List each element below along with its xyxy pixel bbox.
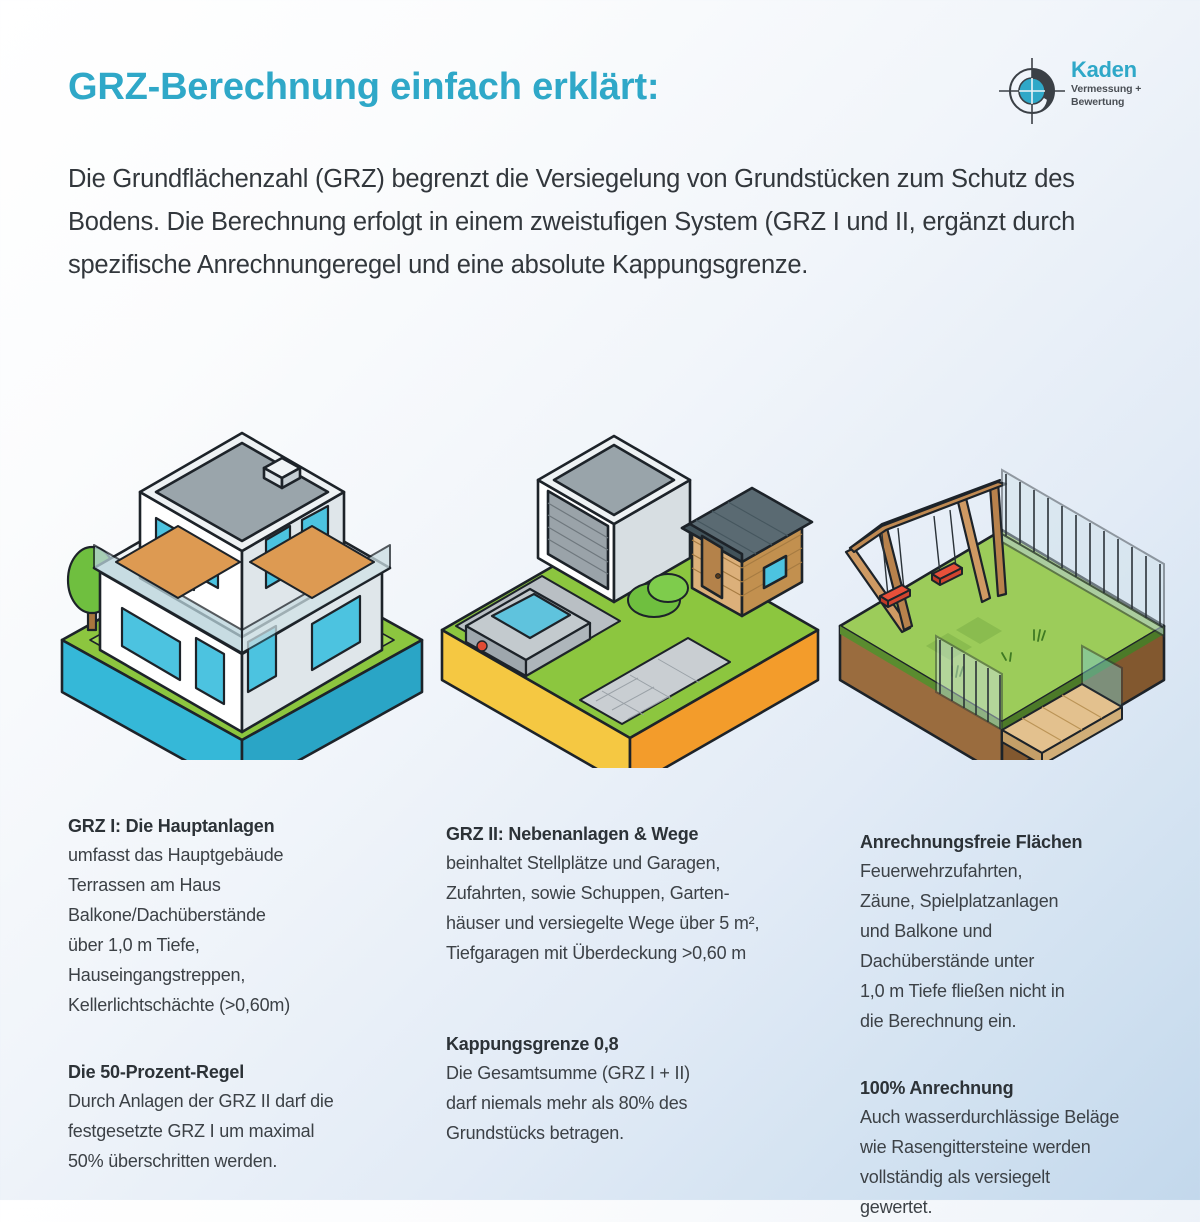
body-line: 50% überschritten werden. (68, 1151, 278, 1171)
intro-paragraph: Die Grundflächenzahl (GRZ) begrenzt die … (68, 165, 1076, 279)
body-line: darf niemals mehr als 80% des (446, 1093, 688, 1113)
body-line: Zäune, Spielplatzanlagen (860, 891, 1059, 911)
block-title: GRZ II: Nebenanlagen & Wege (446, 824, 699, 844)
block-body: Feuerwehrzufahrten, Zäune, Spielplatzanl… (860, 856, 1190, 1036)
block-title: Die 50-Prozent-Regel (68, 1062, 245, 1082)
house-plot-scene (52, 340, 432, 760)
body-line: wie Rasengittersteine werden (860, 1137, 1091, 1157)
block-title: Kappungsgrenze 0,8 (446, 1034, 619, 1054)
column-grz-1: GRZ I: Die Hauptanlagen umfasst das Haup… (68, 812, 428, 1176)
illustration-band (0, 330, 1200, 768)
body-line: häuser und versiegelte Wege über 5 m², (446, 913, 760, 933)
playground-plot-scene (830, 430, 1180, 760)
body-line: vollständig als versiegelt (860, 1167, 1050, 1187)
block-anrechnungsfreie-flaechen: Anrechnungsfreie Flächen Feuerwehrzufahr… (860, 828, 1190, 1036)
header: GRZ-Berechnung einfach erklärt: Kaden (0, 0, 1200, 150)
body-line: Auch wasserdurchlässige Beläge (860, 1107, 1120, 1127)
column-anrechnungsfrei: Anrechnungsfreie Flächen Feuerwehrzufahr… (860, 828, 1190, 1222)
surveying-target-icon (997, 56, 1067, 126)
body-line: beinhaltet Stellplätze und Garagen, (446, 853, 721, 873)
block-body: Die Gesamtsumme (GRZ I + II) darf niemal… (446, 1058, 846, 1148)
body-line: Terrassen am Haus (68, 875, 221, 895)
body-line: Hauseingangstreppen, (68, 965, 246, 985)
body-line: 1,0 m Tiefe fließen nicht in (860, 981, 1065, 1001)
body-line: Feuerwehrzufahrten, (860, 861, 1023, 881)
logo-text: Kaden Vermessung + Bewertung (1071, 58, 1151, 109)
page-title: GRZ-Berechnung einfach erklärt: (68, 66, 660, 108)
body-line: Die Gesamtsumme (GRZ I + II) (446, 1063, 690, 1083)
block-body: umfasst das Hauptgebäude Terrassen am Ha… (68, 840, 428, 1020)
block-spacer (446, 968, 846, 1030)
body-line: Dachüberstände unter (860, 951, 1035, 971)
block-title: Anrechnungsfreie Flächen (860, 832, 1083, 852)
block-grz-2: GRZ II: Nebenanlagen & Wege beinhaltet S… (446, 820, 846, 968)
text-columns: GRZ I: Die Hauptanlagen umfasst das Haup… (0, 790, 1200, 1217)
logo-subtitle: Vermessung + Bewertung (1071, 83, 1151, 109)
block-body: Auch wasserdurchlässige Beläge wie Rasen… (860, 1102, 1190, 1222)
block-title: 100% Anrechnung (860, 1078, 1014, 1098)
block-100-prozent-anrechnung: 100% Anrechnung Auch wasserdurchlässige … (860, 1074, 1190, 1222)
block-grz-1: GRZ I: Die Hauptanlagen umfasst das Haup… (68, 812, 428, 1020)
logo-subtitle-line-2: Bewertung (1071, 96, 1125, 109)
body-line: gewertet. (860, 1197, 933, 1217)
block-title: GRZ I: Die Hauptanlagen (68, 816, 275, 836)
body-line: Zufahrten, sowie Schuppen, Garten- (446, 883, 730, 903)
garage-shed-plot-scene (430, 408, 830, 768)
block-body: Durch Anlagen der GRZ II darf die festge… (68, 1086, 428, 1176)
body-line: die Berechnung ein. (860, 1011, 1017, 1031)
company-logo: Kaden Vermessung + Bewertung (997, 54, 1142, 130)
body-line: Tiefgaragen mit Überdeckung >0,60 m (446, 943, 747, 963)
column-grz-2: GRZ II: Nebenanlagen & Wege beinhaltet S… (446, 820, 846, 1148)
logo-brand: Kaden (1071, 57, 1137, 82)
block-50-prozent-regel: Die 50-Prozent-Regel Durch Anlagen der G… (68, 1058, 428, 1176)
body-line: Durch Anlagen der GRZ II darf die (68, 1091, 334, 1111)
body-line: Kellerlichtschächte (>0,60m) (68, 995, 291, 1015)
body-line: und Balkone und (860, 921, 993, 941)
block-kappungsgrenze: Kappungsgrenze 0,8 Die Gesamtsumme (GRZ … (446, 1030, 846, 1148)
body-line: über 1,0 m Tiefe, (68, 935, 200, 955)
block-spacer (68, 1020, 428, 1058)
body-line: Grundstücks betragen. (446, 1123, 624, 1143)
block-spacer (860, 1036, 1190, 1074)
block-body: beinhaltet Stellplätze und Garagen, Zufa… (446, 848, 846, 968)
body-line: festgesetzte GRZ I um maximal (68, 1121, 315, 1141)
body-line: umfasst das Hauptgebäude (68, 845, 284, 865)
logo-subtitle-line-1: Vermessung + (1071, 83, 1142, 96)
body-line: Balkone/Dachüberstände (68, 905, 266, 925)
